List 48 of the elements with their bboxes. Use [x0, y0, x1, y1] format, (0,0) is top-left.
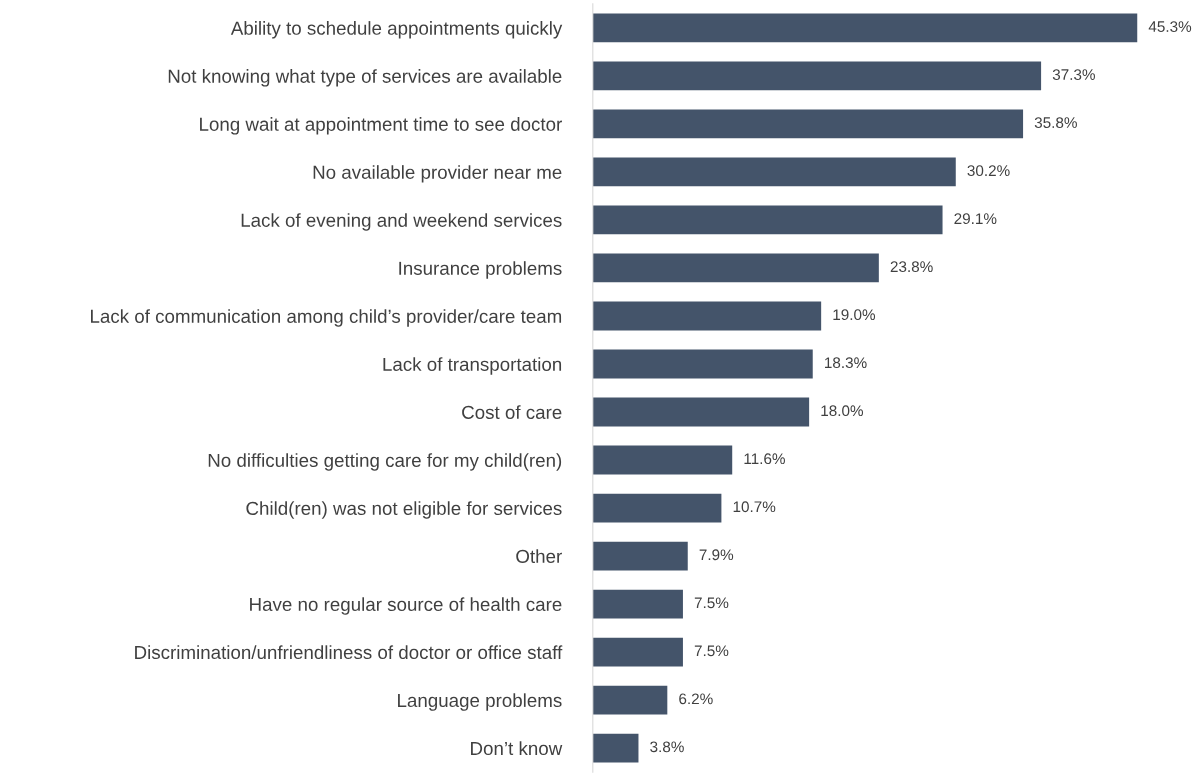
data-label: 29.1% — [954, 213, 997, 225]
bar — [592, 301, 822, 331]
y-tick-label: Discrimination/unfriendliness of doctor or office staff — [135, 645, 563, 660]
bar — [592, 157, 956, 187]
y-tick-label: Lack of transportation — [383, 357, 562, 375]
y-tick-label: Lack of communication among child’s provider/care team — [91, 309, 562, 327]
y-tick-label: Don’t know — [471, 741, 563, 756]
data-label: 37.3% — [1052, 69, 1095, 80]
y-tick-label: Child(ren) was not eligible for services — [246, 501, 562, 519]
bar — [592, 733, 639, 763]
data-label: 18.0% — [821, 405, 864, 417]
bar — [592, 589, 683, 619]
bar — [592, 397, 810, 427]
y-tick-label: Long wait at appointment time to see doctor — [200, 117, 562, 135]
y-tick-label: Language problems — [398, 693, 562, 711]
data-label: 6.2% — [679, 693, 713, 705]
data-label: 7.5% — [694, 597, 729, 609]
data-label: 3.8% — [650, 741, 684, 753]
data-label: 10.7% — [733, 501, 776, 513]
y-tick-label: Have no regular source of health care — [250, 597, 562, 615]
y-tick-label: Lack of evening and weekend services — [241, 213, 562, 231]
data-label: 19.0% — [833, 309, 876, 321]
bar — [592, 349, 813, 379]
data-label: 45.3% — [1148, 21, 1192, 32]
bar — [592, 541, 688, 571]
bar — [592, 109, 1024, 139]
bar — [592, 685, 668, 715]
bar — [592, 61, 1042, 91]
bar — [592, 205, 943, 235]
data-label: 30.2% — [967, 165, 1010, 177]
y-tick-label: Insurance problems — [399, 261, 562, 279]
data-label: 35.8% — [1034, 117, 1077, 129]
y-tick-label: Other — [516, 549, 562, 564]
y-tick-label: Not knowing what type of services are available — [168, 69, 562, 87]
bar — [592, 445, 733, 475]
data-label: 18.3% — [825, 357, 867, 369]
bar — [592, 493, 722, 523]
y-tick-label: No difficulties getting care for my child(ren) — [208, 453, 562, 471]
data-label: 11.6% — [744, 453, 785, 465]
bar — [592, 637, 683, 667]
y-tick-label: Ability to schedule appointments quickly — [230, 21, 563, 39]
bar — [592, 13, 1138, 43]
data-label: 7.9% — [699, 549, 734, 561]
data-label: 7.5% — [694, 645, 729, 657]
data-label: 23.8% — [890, 261, 933, 273]
y-tick-label: No available provider near me — [313, 165, 562, 183]
bar — [592, 253, 879, 283]
y-tick-label: Cost of care — [462, 405, 562, 419]
